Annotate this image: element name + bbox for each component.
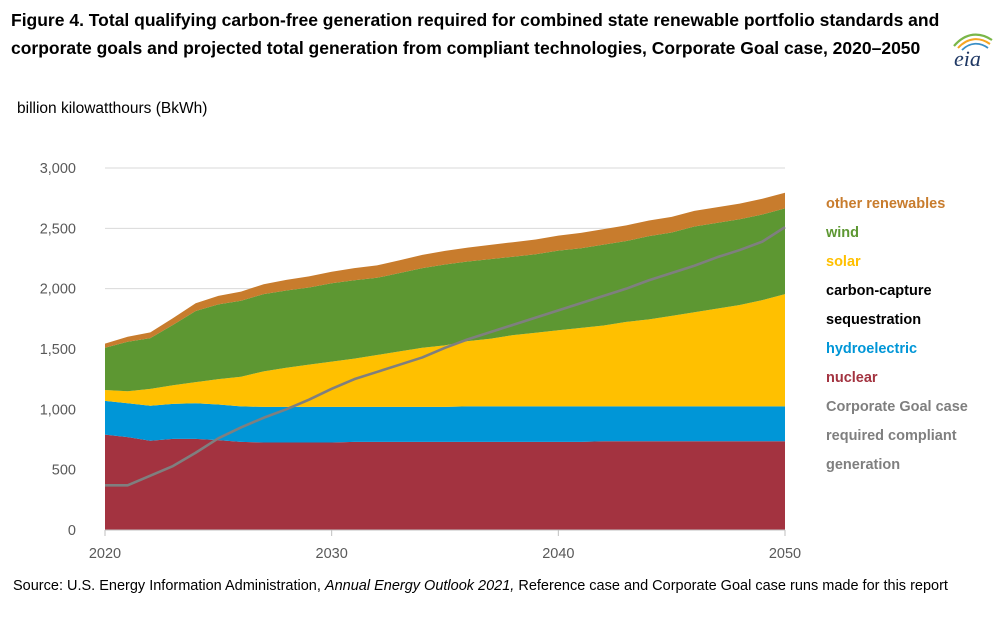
legend-sequestration: sequestration: [826, 312, 922, 328]
source-publication: Annual Energy Outlook 2021,: [324, 578, 515, 594]
legend: other renewables wind solar carbon-captu…: [826, 190, 968, 480]
area-other-renewables: [105, 192, 785, 348]
axis-ticks: 0 500 1,000 1,500 2,000 2,500 3,000 2020 2030 204…: [40, 161, 801, 562]
source-prefix: Source: U.S. Energy Information Administ…: [13, 578, 325, 594]
legend-nuclear: nuclear: [826, 370, 878, 386]
x-tick-label: 2020: [89, 546, 121, 562]
legend-solar: solar: [826, 254, 861, 270]
area-nuclear: [105, 434, 785, 530]
y-tick-label: 2,500: [40, 221, 76, 237]
legend-carbon-capture: carbon-capture: [826, 283, 932, 299]
legend-generation: generation: [826, 457, 901, 473]
area-wind: [105, 208, 785, 392]
source-suffix: Reference case and Corporate Goal case r…: [514, 578, 948, 594]
x-tick-label: 2040: [542, 546, 574, 562]
legend-required-compliant: required compliant: [826, 428, 957, 444]
legend-wind: wind: [826, 225, 860, 241]
line-corporate-goal-required: [105, 226, 786, 487]
legend-corporate-goal-case: Corporate Goal case: [826, 399, 968, 415]
x-tick-label: 2050: [769, 546, 801, 562]
y-axis-unit-label: billion kilowatthours (BkWh): [17, 100, 208, 117]
y-tick-label: 500: [52, 463, 76, 479]
y-tick-label: 2,000: [40, 282, 76, 298]
eia-logo: eia: [953, 33, 993, 70]
y-tick-label: 1,500: [40, 342, 76, 358]
y-tick-label: 1,000: [40, 402, 76, 418]
chart-title: Figure 4. Total qualifying carbon-free g…: [11, 10, 940, 58]
y-tick-label: 3,000: [40, 161, 76, 177]
area-hydroelectric: [105, 400, 785, 443]
eia-logo-text: eia: [954, 46, 981, 70]
source-note: Source: U.S. Energy Information Administ…: [13, 576, 948, 597]
y-tick-label: 0: [68, 523, 76, 539]
x-tick-label: 2030: [316, 546, 348, 562]
area-solar: [105, 294, 785, 407]
stacked-areas: [105, 192, 786, 530]
legend-hydroelectric: hydroelectric: [826, 341, 918, 357]
legend-other-renewables: other renewables: [826, 196, 946, 212]
